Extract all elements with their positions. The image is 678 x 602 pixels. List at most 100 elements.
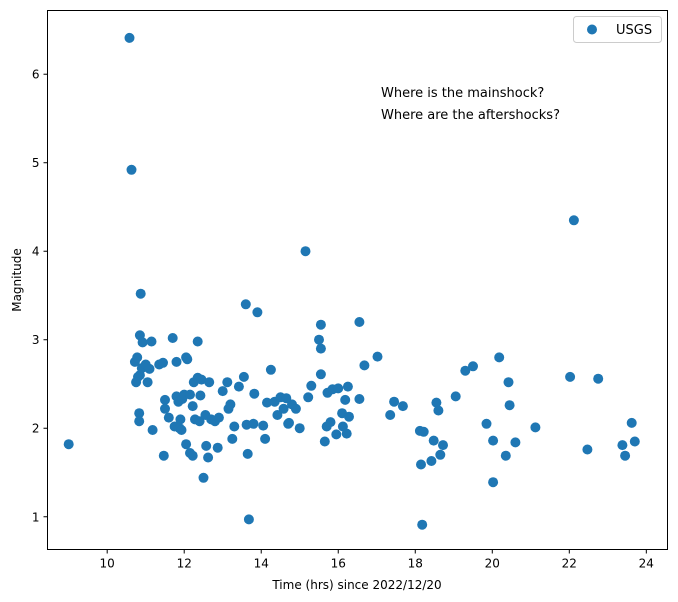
data-point	[163, 412, 174, 423]
data-point	[617, 440, 628, 451]
data-point	[417, 519, 428, 530]
legend: USGS	[573, 16, 662, 43]
data-point	[196, 374, 207, 385]
y-tick-label: 4	[32, 245, 40, 259]
data-point	[225, 399, 236, 410]
data-point	[629, 436, 640, 447]
data-point	[248, 418, 259, 429]
data-point	[341, 428, 352, 439]
data-point	[258, 420, 269, 431]
data-point	[333, 383, 344, 394]
data-point	[418, 426, 429, 437]
data-point	[481, 418, 492, 429]
data-point	[354, 394, 365, 404]
data-point	[568, 215, 579, 226]
data-point	[344, 411, 354, 422]
data-point	[198, 472, 209, 483]
data-point	[359, 360, 370, 371]
data-point	[450, 391, 461, 402]
x-tick-label: 16	[331, 557, 346, 571]
data-point	[134, 416, 145, 427]
data-point	[175, 414, 186, 425]
data-point	[144, 363, 155, 374]
data-point	[284, 417, 294, 428]
plot-frame	[47, 10, 668, 550]
data-point	[488, 477, 499, 488]
data-point	[620, 450, 631, 461]
legend-box	[573, 16, 662, 43]
data-point	[187, 401, 198, 412]
data-point	[494, 352, 505, 363]
data-point	[227, 433, 238, 444]
y-tick-label: 6	[32, 68, 40, 82]
data-point	[229, 421, 240, 432]
x-tick-label: 18	[408, 557, 423, 571]
data-point	[340, 394, 351, 405]
data-point	[132, 352, 143, 363]
x-tick-label: 10	[100, 557, 115, 571]
data-point	[233, 381, 244, 392]
data-point	[294, 423, 305, 434]
data-point	[433, 405, 444, 416]
y-axis-label: Magnitude	[10, 248, 24, 312]
data-point	[213, 412, 224, 423]
x-tick-label: 12	[177, 557, 192, 571]
data-point	[135, 288, 146, 299]
data-point	[158, 450, 169, 461]
data-point	[201, 440, 212, 451]
data-point	[160, 403, 170, 414]
data-point	[181, 439, 192, 450]
x-axis-label: Time (hrs) since 2022/12/20	[271, 578, 441, 592]
data-point	[171, 356, 182, 367]
annotation-aftershocks: Where are the aftershocks?	[381, 108, 560, 123]
data-point	[124, 32, 135, 43]
data-point	[372, 351, 383, 362]
data-point	[428, 435, 439, 446]
data-point	[142, 377, 153, 388]
data-point	[342, 381, 353, 392]
data-point	[435, 449, 446, 460]
data-point	[203, 452, 214, 463]
data-point	[504, 400, 515, 411]
data-point	[167, 333, 178, 343]
data-point	[217, 386, 228, 397]
data-point	[488, 435, 499, 446]
data-point	[426, 456, 437, 466]
data-point	[303, 392, 314, 403]
data-point	[182, 354, 193, 365]
data-point	[626, 417, 637, 428]
data-point	[314, 334, 324, 345]
annotation-mainshock: Where is the mainshock?	[381, 86, 544, 101]
y-tick-label: 5	[32, 156, 40, 170]
data-point	[195, 390, 206, 401]
data-point	[238, 371, 249, 382]
data-point	[260, 433, 271, 444]
data-point	[204, 377, 215, 388]
data-point	[503, 377, 514, 388]
data-point	[468, 361, 478, 372]
data-point	[438, 440, 448, 451]
data-point	[252, 307, 263, 318]
data-point	[278, 403, 289, 414]
data-point	[131, 377, 142, 388]
data-point	[272, 410, 283, 420]
data-point	[306, 380, 317, 391]
data-point	[212, 442, 223, 453]
x-tick-label: 22	[562, 557, 577, 571]
data-point	[315, 319, 326, 330]
data-point	[593, 373, 604, 384]
data-point	[222, 377, 233, 388]
data-point	[243, 514, 254, 525]
data-point	[389, 396, 400, 407]
data-point	[242, 448, 253, 459]
y-tick-label: 2	[32, 422, 40, 436]
data-point	[290, 403, 301, 414]
data-point	[158, 357, 168, 368]
data-point	[315, 343, 326, 354]
data-point	[460, 365, 471, 376]
data-point	[530, 422, 541, 433]
data-point	[325, 417, 336, 428]
data-point	[187, 450, 198, 461]
data-point	[240, 299, 251, 310]
